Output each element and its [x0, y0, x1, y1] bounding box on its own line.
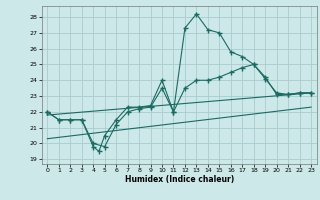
X-axis label: Humidex (Indice chaleur): Humidex (Indice chaleur)	[124, 175, 234, 184]
